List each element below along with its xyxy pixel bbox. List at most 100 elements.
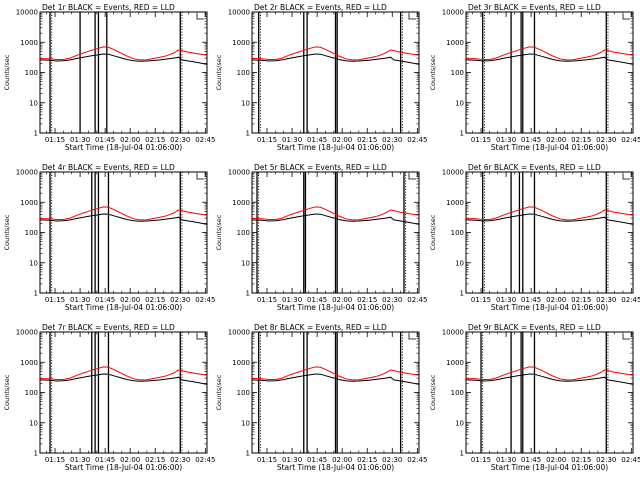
y-tick-label: 10 — [455, 99, 464, 107]
x-axis-label: Start Time (18-Jul-04 01:06:00) — [277, 463, 394, 472]
y-tick-label: 100 — [25, 389, 38, 397]
y-axis-label: Counts/sec — [3, 214, 11, 250]
y-tick-label: 10000 — [16, 169, 38, 177]
y-tick-label: 100 — [237, 229, 250, 237]
y-tick-label: 1 — [246, 130, 250, 138]
panel-title: Det 7r BLACK = Events, RED = LLD — [42, 323, 175, 332]
x-tick-label: 01:45 — [307, 136, 327, 144]
events-series — [251, 373, 420, 385]
x-tick-label: 02:30 — [596, 136, 616, 144]
x-tick-label: 01:30 — [496, 456, 516, 464]
y-tick-label: 1 — [34, 290, 38, 298]
y-tick-label: 10 — [241, 419, 250, 427]
y-tick-label: 10000 — [442, 329, 464, 337]
x-axis-label: Start Time (18-Jul-04 01:06:00) — [65, 463, 182, 472]
lld-series — [465, 206, 634, 221]
x-tick-label: 01:15 — [257, 456, 277, 464]
x-tick-label: 01:45 — [521, 456, 541, 464]
plot-panel-4: Det 4r BLACK = Events, RED = LLD Counts/s… — [3, 163, 215, 312]
x-tick-label: 01:30 — [282, 136, 302, 144]
x-axis-label: Start Time (18-Jul-04 01:06:00) — [65, 143, 182, 152]
y-tick-label: 10000 — [442, 9, 464, 17]
y-tick-label: 1000 — [232, 39, 250, 47]
events-series — [251, 213, 420, 225]
x-tick-label: 01:15 — [45, 296, 65, 304]
events-series — [465, 373, 634, 385]
panel-title: Det 1r BLACK = Events, RED = LLD — [42, 3, 175, 12]
x-tick-label: 01:30 — [70, 456, 90, 464]
x-tick-label: 02:30 — [382, 296, 402, 304]
y-axis-label: Counts/sec — [429, 54, 437, 90]
x-axis-label: Start Time (18-Jul-04 01:06:00) — [491, 303, 608, 312]
x-tick-label: 02:15 — [571, 456, 591, 464]
x-tick-label: 02:45 — [195, 456, 215, 464]
y-tick-label: 10 — [29, 259, 38, 267]
lld-series — [39, 46, 208, 61]
lld-series — [39, 206, 208, 221]
y-tick-label: 1 — [246, 450, 250, 458]
x-axis-label: Start Time (18-Jul-04 01:06:00) — [277, 303, 394, 312]
corner-marker — [196, 174, 204, 180]
y-tick-label: 100 — [25, 69, 38, 77]
x-tick-label: 02:45 — [621, 296, 640, 304]
plot-panel-2: Det 2r BLACK = Events, RED = LLD Counts/s… — [215, 3, 427, 152]
events-series — [39, 373, 208, 385]
x-tick-label: 02:15 — [571, 296, 591, 304]
corner-marker — [622, 174, 630, 180]
x-tick-label: 01:15 — [471, 136, 491, 144]
x-tick-label: 02:45 — [407, 296, 427, 304]
plot-frame — [39, 331, 208, 454]
x-tick-label: 02:30 — [170, 456, 190, 464]
x-tick-label: 02:45 — [407, 456, 427, 464]
y-tick-label: 10 — [29, 99, 38, 107]
x-tick-label: 01:15 — [257, 136, 277, 144]
y-tick-label: 1 — [460, 290, 464, 298]
x-tick-label: 02:00 — [546, 296, 566, 304]
x-tick-label: 02:00 — [120, 296, 140, 304]
y-tick-label: 1000 — [446, 359, 464, 367]
x-tick-label: 01:45 — [521, 296, 541, 304]
y-tick-label: 1000 — [20, 359, 38, 367]
panel-title: Det 4r BLACK = Events, RED = LLD — [42, 163, 175, 172]
y-axis-label: Counts/sec — [429, 214, 437, 250]
x-tick-label: 02:45 — [621, 136, 640, 144]
plot-panel-5: Det 5r BLACK = Events, RED = LLD Counts/s… — [215, 163, 427, 312]
x-tick-label: 02:15 — [357, 456, 377, 464]
x-tick-label: 02:30 — [382, 136, 402, 144]
x-tick-label: 02:30 — [170, 136, 190, 144]
y-tick-label: 10000 — [16, 329, 38, 337]
x-tick-label: 02:45 — [407, 136, 427, 144]
x-tick-label: 01:45 — [307, 456, 327, 464]
x-tick-label: 01:45 — [95, 296, 115, 304]
y-tick-label: 1000 — [446, 199, 464, 207]
x-tick-label: 02:15 — [357, 136, 377, 144]
y-tick-label: 10000 — [228, 9, 250, 17]
plot-frame — [39, 11, 208, 134]
panel-title: Det 3r BLACK = Events, RED = LLD — [468, 3, 601, 12]
plot-panel-7: Det 7r BLACK = Events, RED = LLD Counts/s… — [3, 323, 215, 472]
y-tick-label: 10000 — [228, 169, 250, 177]
lld-series — [251, 366, 420, 381]
y-axis-label: Counts/sec — [429, 374, 437, 410]
x-tick-label: 01:30 — [70, 296, 90, 304]
x-tick-label: 02:45 — [621, 456, 640, 464]
y-tick-label: 10 — [241, 259, 250, 267]
panel-title: Det 8r BLACK = Events, RED = LLD — [254, 323, 387, 332]
x-tick-label: 01:15 — [471, 456, 491, 464]
panel-title: Det 9r BLACK = Events, RED = LLD — [468, 323, 601, 332]
x-tick-label: 02:30 — [382, 456, 402, 464]
lld-series — [465, 46, 634, 61]
x-tick-label: 01:15 — [45, 136, 65, 144]
y-tick-label: 10 — [29, 419, 38, 427]
x-tick-label: 02:15 — [145, 136, 165, 144]
y-axis-label: Counts/sec — [215, 54, 223, 90]
x-tick-label: 02:15 — [145, 296, 165, 304]
x-tick-label: 01:15 — [257, 296, 277, 304]
x-tick-label: 01:30 — [282, 456, 302, 464]
y-axis-label: Counts/sec — [215, 214, 223, 250]
x-tick-label: 01:15 — [45, 456, 65, 464]
x-tick-label: 02:30 — [170, 296, 190, 304]
y-tick-label: 1000 — [232, 199, 250, 207]
corner-marker — [408, 14, 416, 20]
x-tick-label: 01:45 — [307, 296, 327, 304]
